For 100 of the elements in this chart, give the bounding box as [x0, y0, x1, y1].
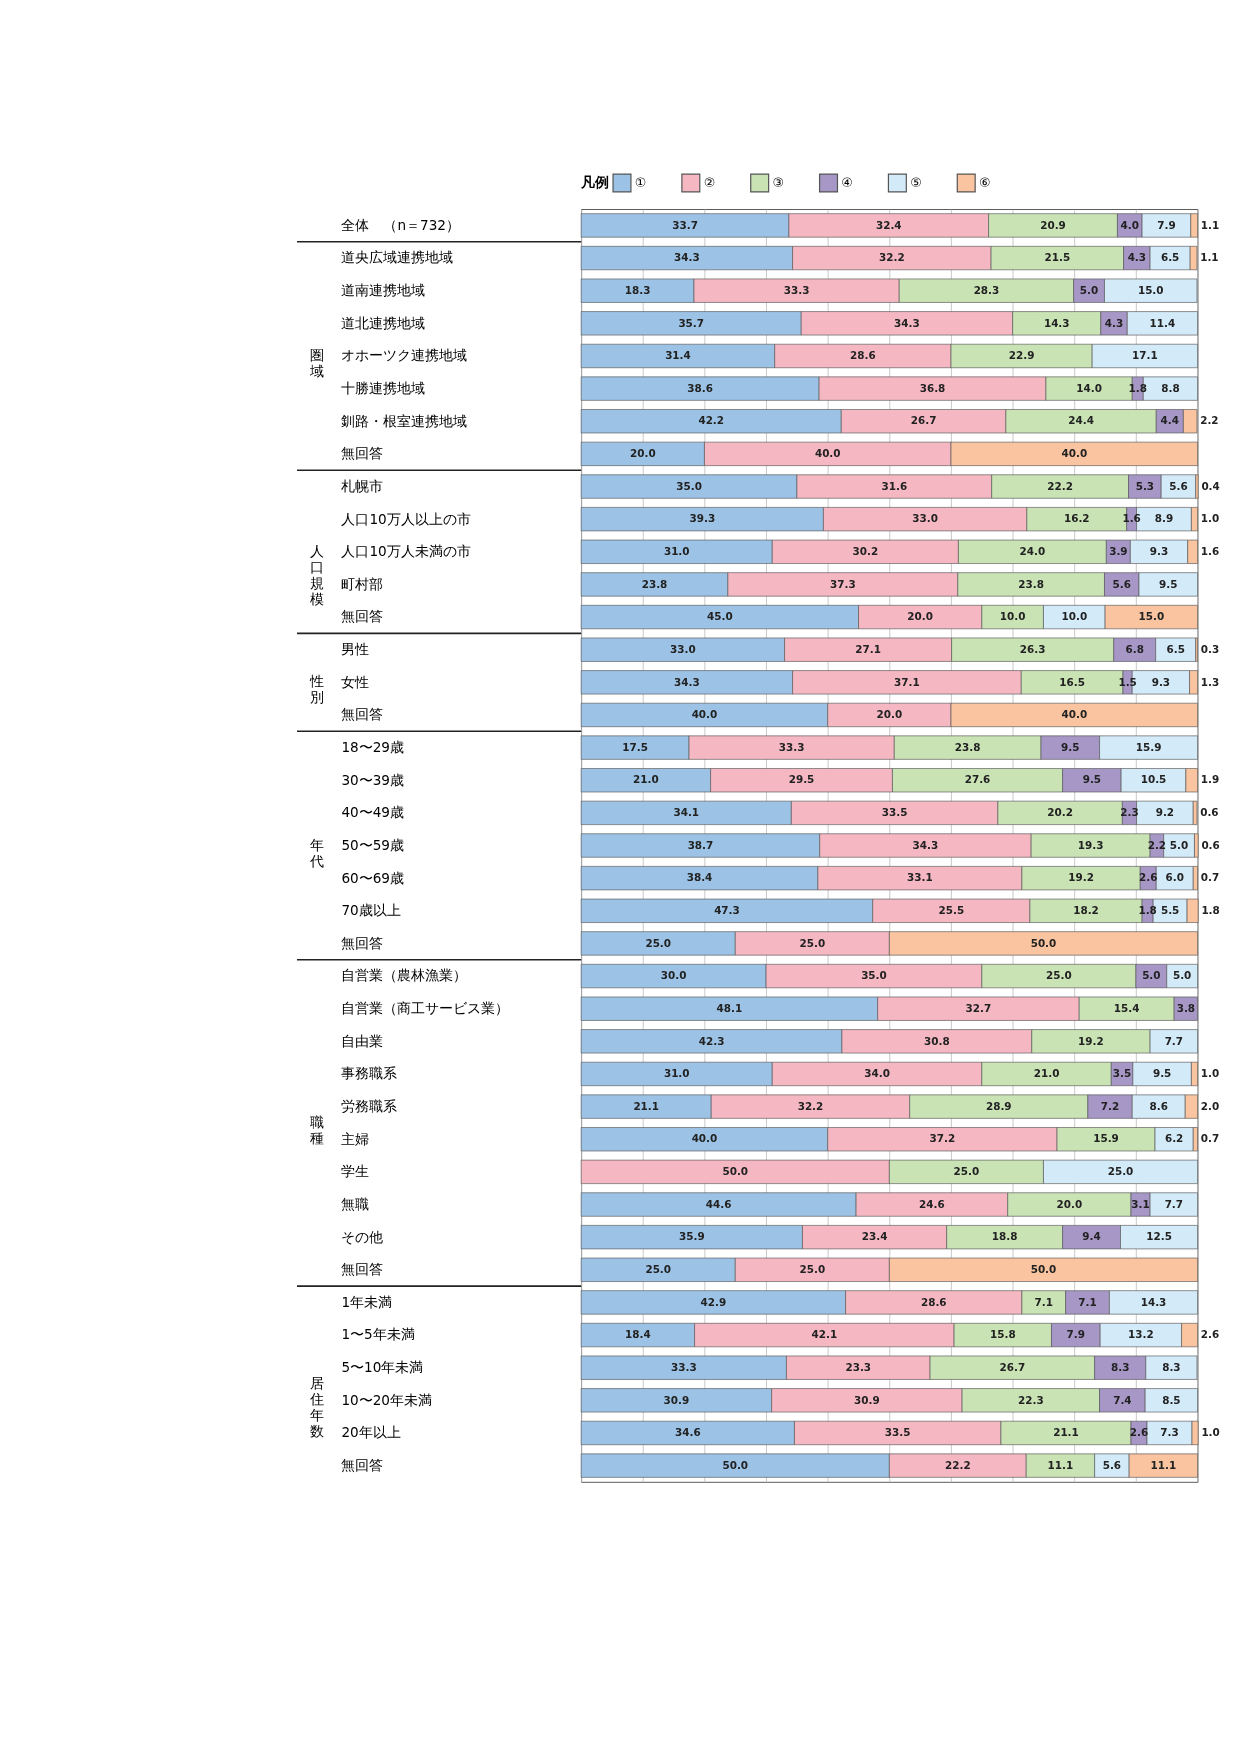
y-tick-label: 全体 （n＝732） [341, 216, 460, 233]
y-tick-label: 50〜59歳 [341, 836, 405, 853]
data-label: 38.7 [687, 838, 714, 851]
data-label: 30.9 [854, 1393, 880, 1406]
data-label: 1.6 [1200, 544, 1220, 557]
data-label: 42.2 [698, 414, 725, 427]
y-tick-label: 10〜20年未満 [341, 1391, 433, 1408]
data-label: 28.6 [850, 349, 876, 362]
data-label: 2.3 [1120, 806, 1139, 819]
data-label: 18.4 [625, 1328, 651, 1341]
data-label: 23.4 [861, 1230, 888, 1243]
data-label: 30.2 [852, 544, 879, 557]
data-label: 33.5 [881, 806, 908, 819]
data-label: 35.0 [676, 479, 702, 492]
data-label: 22.3 [1018, 1393, 1044, 1406]
data-label: 23.3 [845, 1360, 872, 1373]
data-label: 17.1 [1132, 349, 1158, 362]
data-label: 11.4 [1149, 316, 1176, 329]
data-label: 40.0 [814, 447, 841, 460]
data-label: 33.0 [670, 642, 696, 655]
y-tick-label: 事務職系 [341, 1065, 398, 1082]
data-label: 6.8 [1125, 642, 1144, 655]
data-label: 42.9 [700, 1295, 727, 1308]
data-label: 9.3 [1149, 544, 1169, 557]
data-label: 34.0 [864, 1067, 890, 1080]
data-label: 1.8 [1201, 903, 1220, 916]
data-label: 0.6 [1200, 806, 1219, 819]
data-label: 6.5 [1166, 642, 1185, 655]
data-label: 20.0 [629, 447, 656, 460]
y-tick-label: その他 [341, 1228, 384, 1245]
legend-label: ③ [772, 175, 784, 191]
data-label: 37.2 [929, 1132, 956, 1145]
data-label: 37.3 [830, 577, 856, 590]
data-label: 33.1 [907, 871, 933, 884]
data-label: 1.5 [1118, 675, 1137, 688]
y-tick-label: 道北連携地域 [341, 314, 426, 331]
data-label: 6.0 [1165, 871, 1184, 884]
text: 居住年数 [309, 1375, 324, 1440]
data-label: 5.6 [1112, 577, 1131, 590]
y-tick-label: 無回答 [341, 934, 384, 951]
data-label: 19.3 [1077, 838, 1104, 851]
data-label: 24.4 [1068, 414, 1094, 427]
data-label: 15.9 [1135, 740, 1162, 753]
text: 年代 [309, 836, 324, 869]
y-tick-label: 無回答 [341, 706, 384, 723]
y-tick-label: 札幌市 [341, 477, 384, 494]
data-label: 47.3 [714, 903, 740, 916]
data-label: 2.6 [1129, 1426, 1149, 1439]
y-tick-label: 無回答 [341, 1261, 384, 1278]
y-tick-label: 人口10万人以上の市 [341, 510, 471, 527]
data-label: 31.4 [665, 349, 691, 362]
data-label: 4.4 [1160, 414, 1180, 427]
data-label: 5.6 [1169, 479, 1188, 492]
data-label: 4.0 [1120, 218, 1139, 231]
data-label: 8.8 [1161, 381, 1180, 394]
data-label: 5.6 [1102, 1458, 1122, 1471]
data-label: 14.3 [1043, 316, 1070, 329]
data-label: 20.0 [1056, 1197, 1083, 1210]
data-label: 9.3 [1151, 675, 1171, 688]
data-label: 1.1 [1200, 218, 1220, 231]
data-label: 17.5 [622, 740, 648, 753]
data-label: 0.4 [1201, 479, 1220, 492]
y-tick-label: 無職 [341, 1195, 370, 1212]
data-label: 18.3 [624, 283, 651, 296]
data-label: 14.3 [1140, 1295, 1167, 1308]
data-label: 16.2 [1063, 512, 1090, 525]
data-label: 8.6 [1149, 1099, 1168, 1112]
data-label: 31.0 [663, 544, 690, 557]
data-label: 22.2 [944, 1458, 971, 1471]
data-label: 50.0 [722, 1165, 749, 1178]
data-label: 38.4 [686, 871, 713, 884]
data-label: 33.5 [884, 1426, 911, 1439]
y-tick-label: 女性 [341, 673, 370, 690]
y-tick-label: 70歳以上 [341, 902, 401, 919]
data-label: 11.1 [1150, 1458, 1177, 1471]
data-label: 22.9 [1008, 349, 1035, 362]
y-tick-label: 学生 [341, 1163, 370, 1180]
data-label: 10.0 [1061, 610, 1088, 623]
data-label: 25.0 [645, 936, 672, 949]
data-label: 34.3 [912, 838, 939, 851]
data-label: 4.3 [1127, 251, 1147, 264]
data-label: 32.7 [965, 1001, 992, 1014]
data-label: 1.8 [1138, 903, 1157, 916]
data-label: 10.0 [999, 610, 1026, 623]
data-label: 21.5 [1044, 251, 1071, 264]
data-label: 7.7 [1164, 1034, 1184, 1047]
data-label: 35.0 [861, 969, 887, 982]
data-label: 5.3 [1135, 479, 1155, 492]
data-label: 1.0 [1201, 1426, 1220, 1439]
data-label: 15.4 [1113, 1001, 1140, 1014]
data-label: 0.7 [1200, 871, 1220, 884]
legend-title: 凡例 [580, 174, 610, 191]
y-tick-label: 労務職系 [341, 1098, 398, 1114]
data-label: 19.2 [1068, 871, 1094, 884]
data-label: 15.8 [989, 1328, 1016, 1341]
y-tick-label: 主婦 [341, 1130, 370, 1147]
data-label: 25.0 [645, 1262, 672, 1275]
data-label: 0.3 [1200, 642, 1220, 655]
data-label: 8.3 [1162, 1360, 1181, 1373]
data-label: 9.4 [1082, 1230, 1101, 1243]
